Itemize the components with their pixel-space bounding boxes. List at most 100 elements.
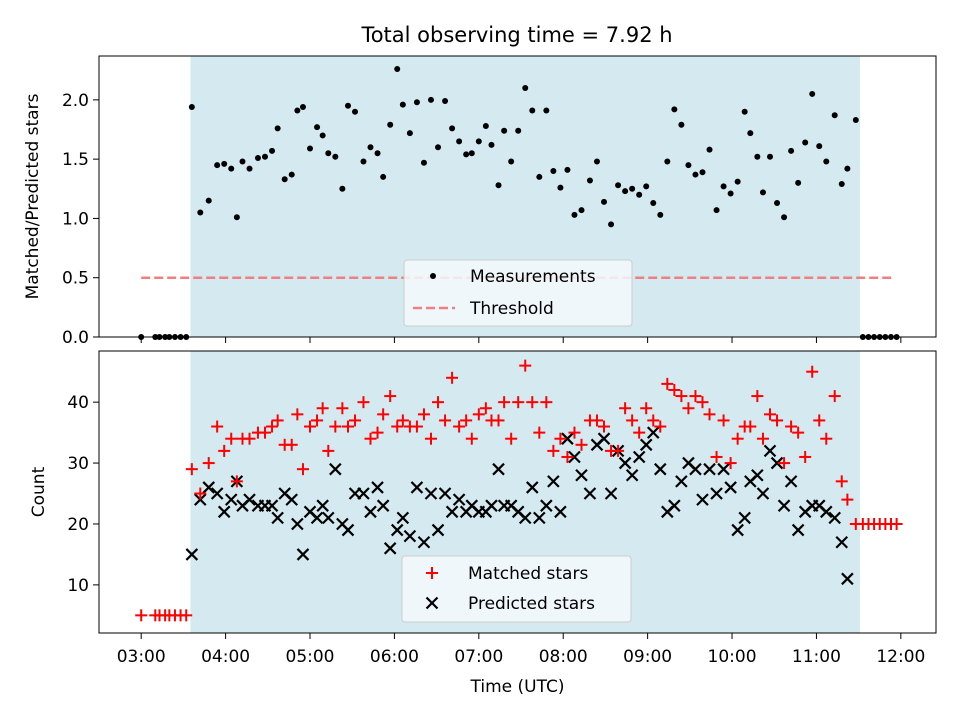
matched-star-point	[744, 420, 757, 433]
matched-star-point	[291, 408, 304, 421]
predicted-star-point	[518, 511, 532, 525]
measurement-point	[601, 198, 608, 205]
matched-star-point	[764, 408, 777, 421]
predicted-star-point	[703, 462, 716, 476]
matched-star-point	[211, 420, 224, 433]
measurement-point	[254, 154, 261, 161]
matched-star-point	[703, 408, 716, 421]
matched-star-point	[717, 414, 730, 427]
matched-star-point	[554, 432, 567, 445]
count-legend: Matched stars Predicted stars	[401, 555, 632, 623]
matched-star-point	[410, 420, 423, 433]
matched-star-point	[311, 414, 324, 427]
measurement-point	[650, 200, 657, 207]
matched-star-point	[336, 402, 349, 415]
predicted-star-point	[751, 468, 764, 482]
matched-star-point	[230, 475, 243, 488]
measurement-point	[413, 99, 420, 106]
measurement-point	[482, 122, 489, 129]
matched-star-point	[696, 396, 709, 409]
measurement-points	[138, 66, 900, 340]
measurement-point	[239, 158, 246, 165]
predicted-star-point	[575, 468, 588, 482]
time-x-tick-label: 05:00	[286, 647, 335, 667]
predicted-star-point	[791, 523, 805, 537]
predicted-star-point	[738, 511, 751, 525]
measurement-point	[394, 66, 401, 73]
predicted-star-point	[784, 475, 798, 488]
matched-star-point	[710, 450, 723, 463]
matched-star-point	[243, 432, 256, 445]
matched-star-point	[185, 463, 198, 476]
measurement-point	[795, 179, 802, 186]
matched-star-point	[285, 438, 298, 451]
matched-star-point	[424, 432, 437, 445]
matched-star-point	[446, 371, 459, 384]
matched-star-point	[296, 463, 309, 476]
matched-star-point	[633, 426, 646, 439]
predicted-star-point	[376, 499, 390, 512]
measurement-point	[536, 173, 543, 180]
predicted-star-point	[828, 511, 841, 525]
matched-star-point	[598, 420, 611, 433]
matched-star-point	[258, 426, 271, 439]
matched-star-point	[396, 414, 409, 427]
measurement-point	[636, 191, 643, 198]
legend-measurements-label: Measurements	[470, 267, 596, 287]
measurement-point	[435, 144, 442, 151]
predicted-star-point	[583, 487, 597, 500]
count-axes-frame	[98, 350, 937, 634]
predicted-star-point	[438, 487, 452, 500]
matched-star-point	[329, 420, 342, 433]
measurement-point	[294, 107, 301, 114]
measurement-point	[205, 197, 212, 204]
measurement-point	[713, 207, 720, 214]
matched-star-point	[465, 432, 478, 445]
measurement-point	[233, 214, 240, 221]
predicted-star-point	[396, 511, 410, 525]
count-y-tick-label: 30	[67, 454, 89, 474]
predicted-star-point	[243, 493, 256, 506]
matched-star-point	[391, 420, 404, 433]
predicted-star-point	[424, 487, 438, 500]
predicted-star-point	[689, 462, 702, 476]
matched-star-point	[813, 414, 826, 427]
predicted-star-point	[554, 505, 567, 519]
matched-star-point	[377, 408, 390, 421]
measurement-point	[339, 185, 346, 192]
measurement-point	[468, 150, 475, 157]
count-y-axis-label: Count	[29, 466, 49, 517]
measurement-point	[727, 190, 734, 197]
measurement-point	[734, 178, 741, 185]
predicted-star-point	[625, 468, 639, 482]
matched-star-point	[322, 444, 335, 457]
measurement-point	[664, 158, 671, 165]
legend-predicted-marker	[425, 596, 439, 610]
matched-star-point	[675, 390, 688, 403]
predicted-star-point	[654, 462, 667, 476]
matched-star-point	[689, 390, 702, 403]
measurement-point	[529, 107, 536, 114]
measurement-point	[838, 181, 845, 188]
predicted-star-point	[492, 462, 505, 476]
measurement-point	[387, 121, 394, 128]
count-y-ticks: 10 20 30 40	[67, 393, 99, 596]
predicted-star-point	[639, 438, 653, 452]
ratio-legend-box	[403, 259, 633, 327]
predicted-star-point	[841, 572, 854, 586]
matched-star-point	[731, 432, 744, 445]
measurement-point	[706, 146, 713, 153]
measurement-point	[522, 85, 529, 92]
predicted-star-point	[717, 462, 730, 476]
measurement-point	[685, 162, 692, 169]
ratio-axes-frame	[98, 55, 937, 338]
measurement-point	[281, 176, 288, 183]
matched-star-point	[668, 383, 681, 396]
measurement-point	[188, 103, 195, 110]
matched-star-point	[479, 402, 492, 415]
predicted-star-point	[452, 493, 466, 506]
measurement-point	[608, 221, 615, 228]
matched-star-point	[751, 390, 764, 403]
measurement-point	[671, 106, 678, 113]
legend-threshold-label: Threshold	[469, 299, 554, 319]
